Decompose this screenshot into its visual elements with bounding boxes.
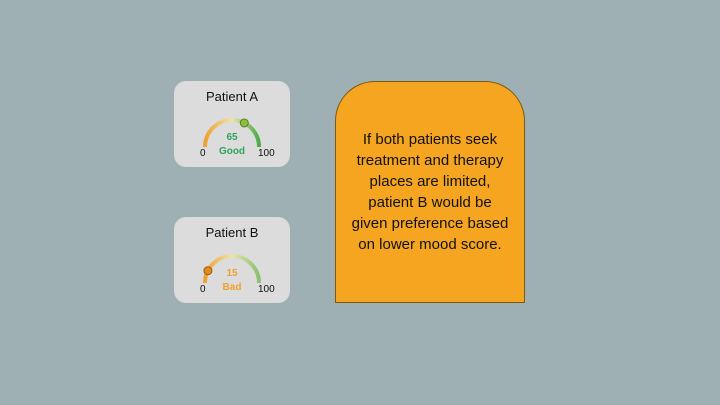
patient-b-gauge <box>203 254 261 284</box>
patient-a-gauge-min: 0 <box>200 148 206 159</box>
patient-a-label: Patient A <box>205 89 259 104</box>
note-box: If both patients seek treatment and ther… <box>335 81 525 303</box>
patient-a-card: Patient A 65 Good 0 100 <box>174 81 290 167</box>
patient-a-gauge-marker <box>239 118 249 128</box>
patient-b-gauge-max: 100 <box>258 284 275 295</box>
note-text: If both patients seek treatment and ther… <box>351 131 509 253</box>
patient-b-gauge-min: 0 <box>200 284 206 295</box>
patient-a-status: Good <box>218 146 246 157</box>
patient-b-status: Bad <box>222 282 242 293</box>
patient-b-card: Patient B 15 Bad 0 100 <box>174 217 290 303</box>
patient-a-score: 65 <box>226 132 238 143</box>
patient-b-gauge-marker <box>203 266 213 276</box>
patient-a-gauge <box>203 118 261 148</box>
patient-b-label: Patient B <box>205 225 259 240</box>
patient-b-score: 15 <box>226 268 238 279</box>
patient-a-gauge-max: 100 <box>258 148 275 159</box>
